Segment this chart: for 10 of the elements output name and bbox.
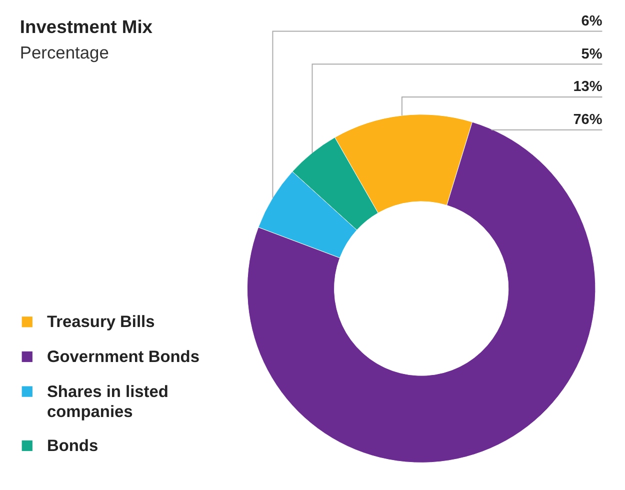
chart-title: Investment Mix	[20, 16, 154, 38]
legend-label: Treasury Bills	[46, 313, 155, 332]
text: Percentage	[20, 42, 109, 62]
data-label: 76%	[573, 112, 602, 128]
data-label: 13%	[573, 79, 602, 96]
legend-label: Government Bonds	[46, 348, 200, 366]
legend-label: Shares in listed companies	[46, 382, 168, 422]
data-label: 6%	[581, 13, 602, 30]
legend-label: Bonds	[46, 437, 98, 456]
data-label: 5%	[581, 46, 602, 62]
